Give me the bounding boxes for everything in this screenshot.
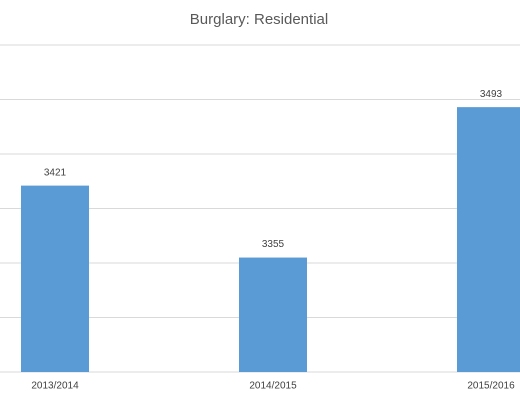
value-label: 3355 (262, 239, 285, 250)
value-label: 3493 (480, 89, 503, 100)
x-tick-label: 2013/2014 (31, 381, 79, 392)
chart-title: Burglary: Residential (190, 11, 328, 28)
x-tick-label: 2014/2015 (249, 381, 297, 392)
bar (21, 185, 89, 372)
x-tick-label: 2015/2016 (467, 381, 515, 392)
value-label: 3421 (44, 167, 67, 178)
bar (239, 257, 307, 372)
bar (457, 107, 520, 372)
